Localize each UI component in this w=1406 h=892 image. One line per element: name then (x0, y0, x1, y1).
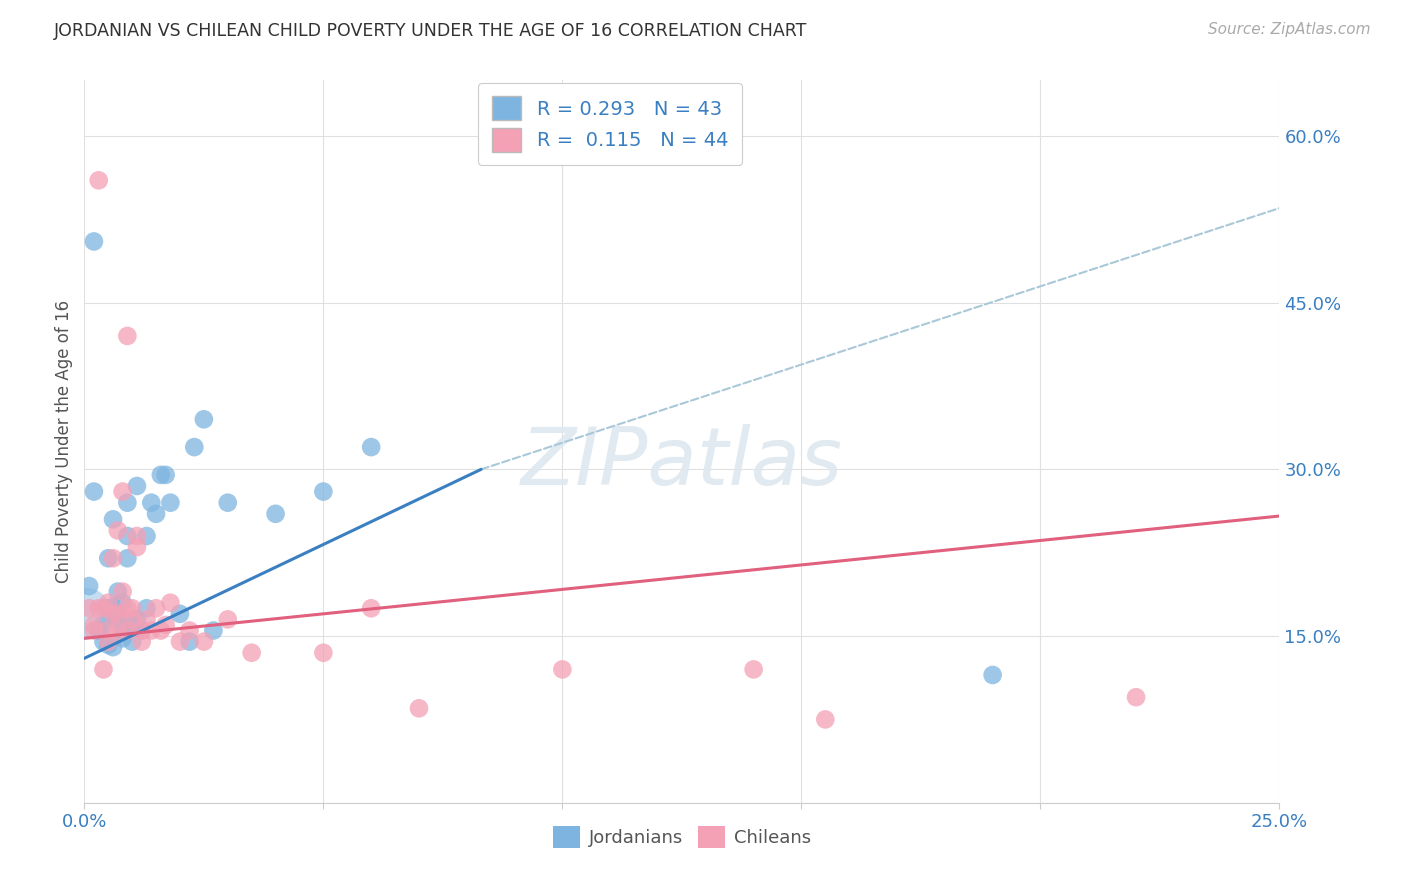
Point (121, 634, 143, 648)
Point (179, 634, 201, 648)
Point (551, 662, 574, 676)
Point (312, 484, 335, 499)
Point (97, 638, 120, 652)
Point (149, 467, 172, 482)
Point (149, 624, 172, 638)
Point (87, 624, 110, 638)
Point (193, 412, 215, 426)
Point (111, 624, 134, 638)
Point (77, 579, 100, 593)
Point (101, 512, 124, 526)
Point (131, 624, 153, 638)
Point (264, 507, 287, 521)
Point (117, 601, 139, 615)
Point (125, 529, 148, 543)
Point (83, 484, 105, 499)
Legend: Jordanians, Chileans: Jordanians, Chileans (546, 819, 818, 855)
Point (135, 529, 157, 543)
Point (125, 540, 148, 554)
Point (111, 596, 134, 610)
Point (107, 584, 129, 599)
Point (125, 612, 148, 626)
Point (135, 612, 157, 626)
Point (101, 551, 124, 566)
Point (217, 496, 239, 510)
Point (141, 496, 163, 510)
Point (107, 607, 129, 621)
Point (814, 713, 837, 727)
Point (83, 618, 105, 632)
Point (742, 662, 765, 676)
Point (97, 601, 120, 615)
Point (87, 173, 110, 187)
Point (83, 624, 105, 638)
Point (312, 646, 335, 660)
Point (101, 640, 124, 655)
Point (981, 668, 1004, 682)
Point (117, 551, 139, 566)
Point (77, 601, 100, 615)
Point (101, 607, 124, 621)
Point (121, 618, 143, 632)
Point (159, 596, 181, 610)
Point (135, 601, 157, 615)
Point (93, 662, 115, 676)
Point (360, 601, 382, 615)
Point (117, 329, 139, 343)
Text: Source: ZipAtlas.com: Source: ZipAtlas.com (1208, 22, 1371, 37)
Point (111, 584, 134, 599)
Point (117, 496, 139, 510)
Point (155, 618, 177, 632)
Point (97, 634, 120, 648)
Point (1125, 690, 1147, 705)
Point (125, 479, 148, 493)
Text: ZIPatlas: ZIPatlas (520, 425, 844, 502)
Point (169, 634, 191, 648)
Point (93, 601, 115, 615)
Point (169, 607, 191, 621)
Point (183, 440, 205, 454)
Point (87, 601, 110, 615)
Point (408, 701, 430, 715)
Point (193, 634, 215, 648)
Point (97, 596, 120, 610)
Point (141, 624, 163, 638)
Point (159, 496, 181, 510)
Point (111, 484, 134, 499)
Point (131, 634, 153, 648)
Y-axis label: Child Poverty Under the Age of 16: Child Poverty Under the Age of 16 (55, 300, 73, 583)
Point (360, 440, 382, 454)
Point (131, 624, 153, 638)
Text: JORDANIAN VS CHILEAN CHILD POVERTY UNDER THE AGE OF 16 CORRELATION CHART: JORDANIAN VS CHILEAN CHILD POVERTY UNDER… (53, 22, 807, 40)
Point (217, 612, 239, 626)
Point (240, 646, 263, 660)
Point (121, 601, 143, 615)
Point (101, 600, 124, 615)
Point (111, 632, 134, 646)
Point (75, 607, 97, 621)
Point (107, 612, 129, 626)
Point (93, 618, 115, 632)
Point (83, 235, 105, 249)
Point (121, 612, 143, 626)
Point (117, 624, 139, 638)
Point (107, 524, 129, 538)
Point (107, 607, 129, 621)
Point (145, 507, 167, 521)
Point (93, 634, 115, 648)
Point (155, 467, 177, 482)
Point (97, 624, 120, 638)
Point (97, 551, 120, 566)
Point (117, 529, 139, 543)
Point (107, 624, 129, 638)
Point (179, 624, 201, 638)
Point (145, 601, 167, 615)
Point (202, 624, 225, 638)
